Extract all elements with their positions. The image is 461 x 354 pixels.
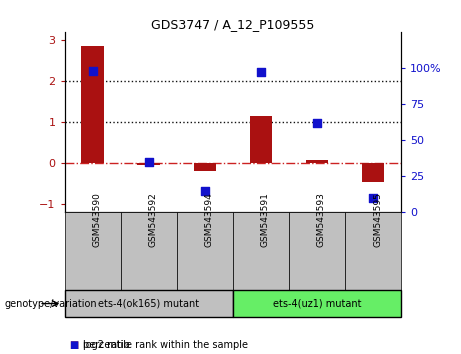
- Text: GSM543595: GSM543595: [373, 193, 382, 247]
- Text: log2 ratio: log2 ratio: [83, 340, 130, 350]
- Text: percentile rank within the sample: percentile rank within the sample: [83, 340, 248, 350]
- Text: ets-4(ok165) mutant: ets-4(ok165) mutant: [98, 298, 199, 309]
- Point: [369, 195, 377, 201]
- Text: GSM543592: GSM543592: [148, 193, 158, 247]
- Text: GSM543591: GSM543591: [261, 193, 270, 247]
- Bar: [306, 160, 328, 163]
- Text: genotype/variation: genotype/variation: [5, 298, 97, 309]
- Point: [201, 188, 208, 194]
- Text: GSM543594: GSM543594: [205, 193, 214, 247]
- Point: [145, 159, 152, 165]
- Text: GSM543590: GSM543590: [93, 193, 101, 247]
- Text: ■: ■: [69, 340, 78, 350]
- Bar: [250, 116, 272, 163]
- Text: GSM543593: GSM543593: [317, 193, 326, 247]
- Bar: [194, 163, 216, 171]
- Bar: [362, 163, 384, 182]
- Point: [89, 68, 96, 74]
- Bar: [82, 46, 104, 163]
- Text: ■: ■: [69, 340, 78, 350]
- Bar: [137, 163, 160, 165]
- Point: [257, 69, 265, 75]
- Text: ets-4(uz1) mutant: ets-4(uz1) mutant: [273, 298, 361, 309]
- Title: GDS3747 / A_12_P109555: GDS3747 / A_12_P109555: [151, 18, 314, 31]
- Point: [313, 120, 321, 126]
